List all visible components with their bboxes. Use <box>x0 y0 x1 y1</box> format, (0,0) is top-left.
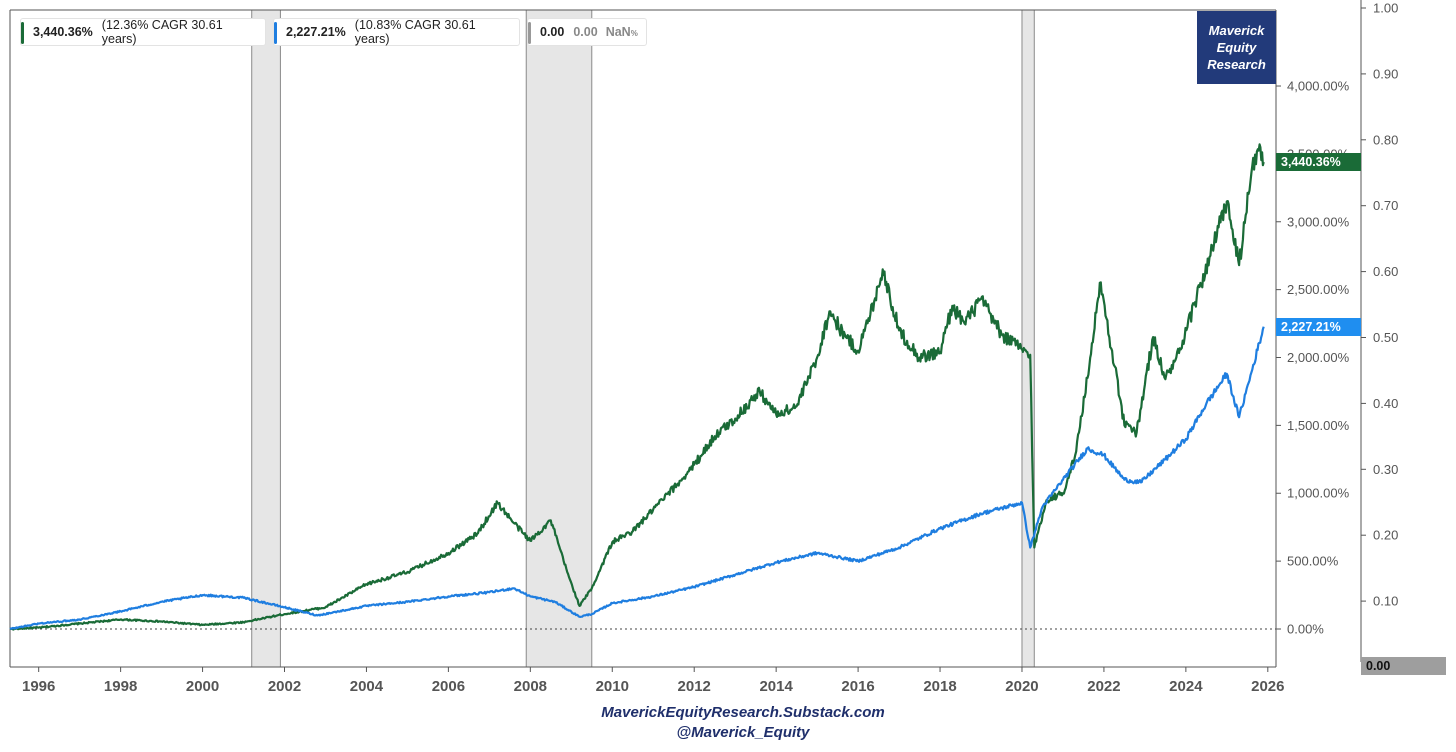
y-tick-label: 1,500.00% <box>1287 418 1350 433</box>
x-tick-label: 2008 <box>514 678 547 695</box>
right-axis-value-tag: 0.00 <box>1361 657 1446 675</box>
recession-bands <box>251 9 1035 668</box>
legend-swatch <box>528 22 531 44</box>
right-tick-label: 0.70 <box>1373 198 1398 213</box>
x-tick-label: 2002 <box>268 678 301 695</box>
legend-detail: (12.36% CAGR 30.61 years) <box>101 18 223 46</box>
y-tick-label: 4,000.00% <box>1287 79 1350 94</box>
x-tick-label: 2026 <box>1251 678 1284 695</box>
footer-website: MaverickEquityResearch.Substack.com <box>601 704 885 721</box>
x-tick-label: 2010 <box>596 678 629 695</box>
legend-swatch <box>21 22 24 44</box>
y-tick-label: 1,000.00% <box>1287 486 1350 501</box>
brand-logo: Maverick Equity Research <box>1197 11 1276 84</box>
x-tick-label: 2012 <box>678 678 711 695</box>
legend-value: 3,440.36% <box>33 25 93 39</box>
legend-value: 0.00 <box>540 25 565 39</box>
y-tick-label: 2,500.00% <box>1287 282 1350 297</box>
brand-line-2: Equity <box>1216 40 1257 55</box>
legend-nan: NaN% <box>605 25 638 39</box>
green-series-value-tag: 3,440.36% <box>1276 153 1361 172</box>
x-tick-label: 2004 <box>350 678 384 695</box>
footer-handle: @Maverick_Equity <box>676 724 810 741</box>
x-tick-label: 1998 <box>104 678 137 695</box>
right-tick-label: 0.40 <box>1373 396 1398 411</box>
left-axis-ticks: 0.00% 500.00% 1,000.00% 1,500.00% 2,000.00% 2… <box>1276 79 1350 636</box>
legend-item-blue-series[interactable]: 2,227.21% (10.83% CAGR 30.61 years) <box>273 18 520 46</box>
right-tick-label: 0.20 <box>1373 528 1398 543</box>
recession-band-1 <box>525 9 593 668</box>
legend-swatch <box>274 22 277 44</box>
x-tick-label: 2006 <box>432 678 465 695</box>
x-tick-label: 2022 <box>1087 678 1120 695</box>
x-tick-label: 2024 <box>1169 678 1203 695</box>
right-tick-label: 0.80 <box>1373 132 1398 147</box>
legend-item-green-series[interactable]: 3,440.36% (12.36% CAGR 30.61 years) <box>20 18 266 46</box>
brand-line-3: Research <box>1207 57 1266 72</box>
x-tick-label: 2016 <box>841 678 874 695</box>
series-lines <box>9 143 1265 631</box>
right-tick-label: 0.90 <box>1373 66 1398 81</box>
x-tick-label: 2000 <box>186 678 219 695</box>
x-axis-ticks: 1996 1998 2000 2002 2004 2006 2008 2010 2012 2014… <box>22 667 1284 695</box>
blue-series-value-tag: 2,227.21% <box>1276 317 1361 336</box>
x-tick-label: 2014 <box>759 678 793 695</box>
right-axis-ticks: 0.10 0.20 0.30 0.40 0.50 0.60 0.70 0.80 0.90 1.00 <box>1361 1 1398 609</box>
y-tick-label: 2,000.00% <box>1287 350 1350 365</box>
series-line-1 <box>9 326 1265 631</box>
recession-band-0 <box>251 9 281 668</box>
y-tick-label: 500.00% <box>1287 554 1339 569</box>
y-tick-label: 0.00% <box>1287 621 1324 636</box>
legend-detail: (10.83% CAGR 30.61 years) <box>354 18 476 46</box>
y-tick-label: 3,000.00% <box>1287 214 1350 229</box>
x-tick-label: 1996 <box>22 678 55 695</box>
brand-line-1: Maverick <box>1208 23 1265 38</box>
x-tick-label: 2018 <box>923 678 956 695</box>
right-tick-label: 1.00 <box>1373 1 1398 16</box>
right-tick-label: 0.30 <box>1373 462 1398 477</box>
x-tick-label: 2020 <box>1005 678 1038 695</box>
legend-detail: 0.00 <box>573 25 598 39</box>
right-tick-label: 0.10 <box>1373 594 1398 609</box>
right-tick-label: 0.60 <box>1373 264 1398 279</box>
legend-item-gray-series[interactable]: 0.00 0.00 NaN% <box>527 18 647 46</box>
right-tick-label: 0.50 <box>1373 330 1398 345</box>
recession-band-2 <box>1021 9 1035 668</box>
series-line-0 <box>9 143 1265 631</box>
legend-value: 2,227.21% <box>286 25 346 39</box>
